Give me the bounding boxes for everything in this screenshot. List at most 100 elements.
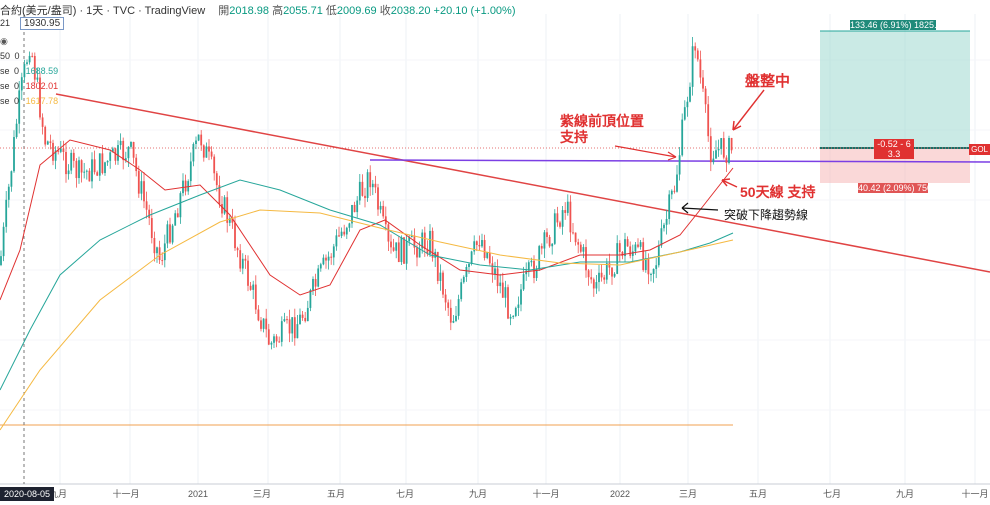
x-tick-label: 七月 [823, 489, 841, 499]
candle-body [371, 183, 374, 188]
candle-body [169, 224, 171, 243]
candle-body [374, 183, 377, 188]
candle-body [431, 230, 434, 258]
candle-body [652, 268, 655, 274]
candle-body [228, 218, 231, 223]
candle-body [655, 265, 658, 269]
candle-body [257, 309, 260, 321]
eye-icon[interactable]: ◉ [0, 36, 8, 46]
candle-body [98, 153, 101, 176]
candle-body [111, 148, 114, 153]
candle-body [403, 237, 405, 264]
candle-body [161, 260, 164, 262]
candle-body [221, 204, 223, 214]
candle-body [31, 55, 34, 57]
candle-body [543, 232, 546, 249]
candle-body [46, 141, 49, 145]
candle-body [535, 269, 538, 279]
candle-body [559, 222, 561, 227]
ma200-line [0, 209, 734, 431]
annotation-consolidation: 盤整中 [745, 73, 791, 90]
target-label: 133.46 (6.91%) 1825.46 [850, 20, 947, 30]
candle-body [486, 252, 489, 258]
candle-body [148, 209, 151, 219]
candle-body [499, 282, 502, 287]
candle-body [130, 141, 132, 147]
candle-body [65, 151, 67, 175]
x-tick-label: 七月 [396, 489, 414, 499]
candle-body [5, 199, 8, 227]
candle-body [730, 137, 733, 151]
indicator-row-4: se 0 1802.01 [0, 81, 59, 91]
candle-body [15, 123, 18, 138]
candle-body [54, 150, 57, 161]
x-tick-label: 五月 [327, 489, 345, 499]
candle-body [192, 144, 195, 162]
entry-label: -0.52 - 6 3.3 [874, 139, 914, 159]
candle-body [387, 224, 390, 242]
candle-body [293, 317, 296, 339]
candle-body [720, 138, 723, 149]
annotation-purple-line2: 支持 [560, 129, 588, 145]
candle-body [460, 282, 463, 300]
candle-body [0, 256, 2, 265]
candle-body [52, 142, 54, 161]
candle-body [197, 134, 200, 141]
candle-body [158, 247, 161, 261]
candle-body [122, 140, 125, 161]
candle-body [400, 237, 403, 263]
candle-body [561, 210, 564, 227]
candle-body [525, 270, 528, 275]
candle-body [67, 170, 70, 175]
x-tick-label: 九月 [469, 489, 487, 499]
candle-body [275, 336, 278, 342]
candle-body [314, 278, 317, 287]
candle-body [631, 251, 634, 256]
candle-body [436, 251, 439, 281]
candle-body [501, 282, 504, 298]
candle-body [592, 279, 595, 289]
candle-body [163, 243, 166, 261]
candle-body [686, 101, 689, 108]
annotation-ma50-support: 50天線 支持 [740, 184, 816, 200]
candle-body [127, 146, 130, 159]
candle-body [696, 50, 699, 60]
candle-body [582, 247, 585, 252]
candle-body [663, 224, 665, 229]
candle-body [202, 145, 205, 158]
candle-body [312, 278, 314, 290]
x-tick-label: 2022 [610, 489, 630, 499]
candle-body [598, 272, 600, 283]
candle-body [605, 263, 608, 280]
candle-body [288, 319, 291, 334]
candle-body [179, 193, 182, 218]
ma21-line [0, 139, 734, 301]
candle-body [231, 218, 234, 223]
candle-body [608, 263, 611, 268]
candle-body [140, 181, 143, 194]
candle-body [319, 264, 322, 269]
candle-body [338, 235, 340, 237]
x-date-badge: 2020-08-05 [0, 487, 55, 501]
candle-body [369, 172, 372, 188]
arrow-consolidation [732, 89, 765, 131]
candle-body [530, 260, 533, 263]
candle-body [465, 266, 468, 277]
x-tick-label: 2021 [188, 489, 208, 499]
candle-body [473, 241, 476, 252]
candle-body [439, 272, 442, 281]
candle-body [345, 227, 348, 235]
candle-body [520, 289, 522, 305]
candle-body [156, 247, 158, 254]
candle-body [595, 282, 598, 289]
candle-body [681, 119, 684, 156]
candle-body [494, 268, 496, 275]
candle-body [322, 257, 325, 265]
ohlc-readout: 開2018.98 高2055.71 低2009.69 收2038.20 +20.… [218, 5, 516, 17]
indicator-row-5: se 0 1617.78 [0, 96, 59, 106]
candle-body [392, 247, 395, 251]
candle-body [143, 181, 145, 202]
candle-body [564, 210, 567, 213]
candle-body [642, 242, 645, 271]
